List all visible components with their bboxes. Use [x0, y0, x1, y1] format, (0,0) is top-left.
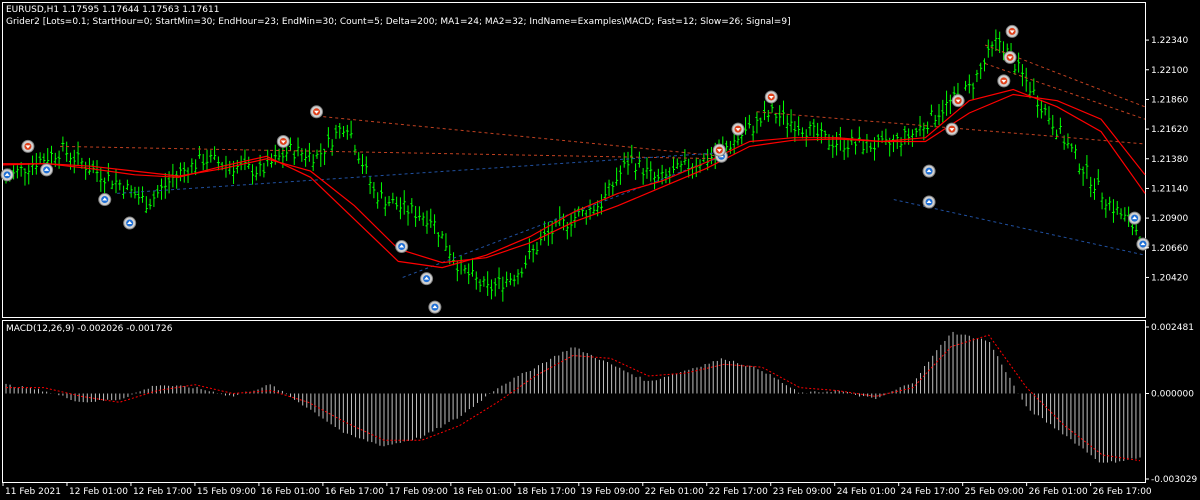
sell-order-marker[interactable]	[945, 122, 959, 136]
order-level-line	[311, 114, 723, 157]
time-tick-label: 24 Feb 17:00	[901, 487, 960, 497]
order-level-line	[402, 155, 723, 278]
price-axis: 1.22340 1.22100 1.21860 1.21620 1.21380 1.211…	[1145, 36, 1188, 283]
time-tick-label: 25 Feb 09:00	[965, 487, 1024, 497]
sell-order-marker[interactable]	[310, 105, 324, 119]
macd-tick-label: -0.003029	[1151, 475, 1197, 485]
ma-line-2	[3, 93, 1146, 264]
time-tick-label: 26 Feb 01:00	[1029, 487, 1088, 497]
macd-signal-line	[6, 334, 1141, 462]
time-tick-label: 18 Feb 17:00	[517, 487, 576, 497]
buy-order-marker[interactable]	[1128, 211, 1142, 225]
time-tick-label: 11 Feb 2021	[5, 487, 61, 497]
price-tick-label: 1.20660	[1151, 244, 1188, 254]
price-tick-label: 1.21140	[1151, 184, 1188, 194]
macd-signal-polyline	[6, 334, 1141, 462]
ma-line-1	[2, 88, 1146, 269]
sell-order-marker[interactable]	[712, 143, 726, 157]
buy-order-marker[interactable]	[1136, 237, 1150, 251]
macd-axis: 0.002481 0.000000 -0.003029	[1145, 323, 1197, 485]
time-tick-label: 19 Feb 09:00	[581, 487, 640, 497]
symbol-header: EURUSD,H1 1.17595 1.17644 1.17563 1.1761…	[6, 5, 219, 15]
sell-order-marker[interactable]	[1005, 24, 1019, 38]
time-tick-label: 23 Feb 09:00	[773, 487, 832, 497]
time-tick-label: 16 Feb 01:00	[261, 487, 320, 497]
time-tick-label: 22 Feb 17:00	[709, 487, 768, 497]
time-tick-label: 18 Feb 01:00	[453, 487, 512, 497]
macd-tick-label: 0.002481	[1151, 323, 1194, 333]
buy-order-marker[interactable]	[922, 195, 936, 209]
time-tick-label: 17 Feb 09:00	[389, 487, 448, 497]
grid-order-lines	[60, 44, 1146, 278]
sell-order-marker[interactable]	[276, 134, 290, 148]
expert-params: Grider2 [Lots=0.1; StartHour=0; StartMin…	[6, 17, 791, 27]
sell-order-marker[interactable]	[1003, 50, 1017, 64]
price-tick-label: 1.21620	[1151, 125, 1188, 135]
macd-pane-frame	[2, 320, 1146, 483]
macd-header: MACD(12,26,9) -0.002026 -0.001726	[6, 324, 173, 334]
macd-histogram	[5, 331, 1141, 463]
sell-order-marker[interactable]	[731, 122, 745, 136]
time-tick-label: 16 Feb 17:00	[325, 487, 384, 497]
buy-order-marker[interactable]	[922, 164, 936, 178]
order-level-line	[60, 145, 723, 160]
time-tick-label: 24 Feb 01:00	[837, 487, 896, 497]
buy-order-marker[interactable]	[395, 240, 409, 254]
buy-order-marker[interactable]	[420, 272, 434, 286]
order-level-line	[984, 44, 1146, 108]
time-tick-label: 12 Feb 01:00	[69, 487, 128, 497]
order-markers	[0, 24, 1150, 314]
buy-order-marker[interactable]	[428, 300, 442, 314]
buy-order-marker[interactable]	[0, 168, 14, 182]
time-tick-label: 15 Feb 09:00	[197, 487, 256, 497]
main-chart-frame	[2, 2, 1146, 318]
order-level-line	[117, 152, 723, 194]
price-tick-label: 1.22340	[1151, 36, 1188, 46]
time-tick-label: 22 Feb 01:00	[645, 487, 704, 497]
price-tick-label: 1.21380	[1151, 155, 1188, 165]
time-axis: 11 Feb 2021 12 Feb 01:00 12 Feb 17:00 15 Fe…	[2, 482, 1152, 497]
order-level-line	[984, 63, 1146, 120]
price-tick-label: 1.20900	[1151, 214, 1188, 224]
sell-order-marker[interactable]	[21, 139, 35, 153]
price-tick-label: 1.21860	[1151, 95, 1188, 105]
sell-order-marker[interactable]	[764, 90, 778, 104]
price-candles	[4, 29, 1142, 302]
moving-average-lines	[2, 88, 1146, 269]
sell-order-marker[interactable]	[951, 94, 965, 108]
time-tick-label: 12 Feb 17:00	[133, 487, 192, 497]
macd-tick-label: 0.000000	[1151, 389, 1194, 399]
time-tick-label: 26 Feb 17:00	[1093, 487, 1152, 497]
sell-order-marker[interactable]	[997, 74, 1011, 88]
price-tick-label: 1.22100	[1151, 66, 1188, 76]
buy-order-marker[interactable]	[98, 193, 112, 207]
order-level-line	[893, 199, 1146, 256]
buy-order-marker[interactable]	[40, 163, 54, 177]
buy-order-marker[interactable]	[123, 216, 137, 230]
price-tick-label: 1.20420	[1151, 273, 1188, 283]
